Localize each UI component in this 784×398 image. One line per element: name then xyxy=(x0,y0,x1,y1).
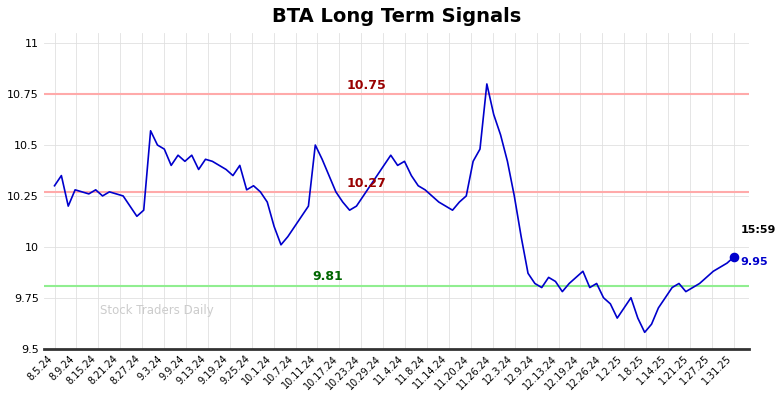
Text: 9.95: 9.95 xyxy=(740,257,768,267)
Text: 9.81: 9.81 xyxy=(313,270,343,283)
Text: 10.27: 10.27 xyxy=(347,177,387,190)
Point xyxy=(728,254,740,260)
Text: Stock Traders Daily: Stock Traders Daily xyxy=(100,304,214,317)
Text: 15:59: 15:59 xyxy=(740,224,776,234)
Text: 10.75: 10.75 xyxy=(347,79,387,92)
Title: BTA Long Term Signals: BTA Long Term Signals xyxy=(272,7,521,26)
